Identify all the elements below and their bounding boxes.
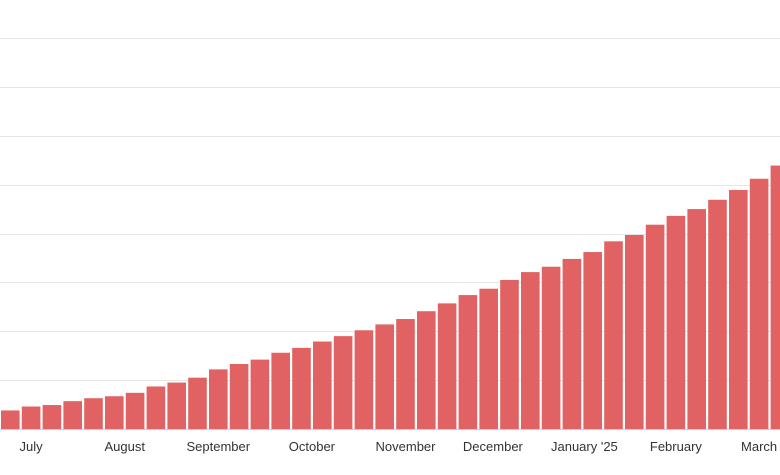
bar-35 — [708, 199, 727, 429]
bar-32 — [645, 224, 665, 429]
bar-5 — [84, 398, 103, 429]
x-tick-label-7: January '25 — [551, 439, 618, 454]
x-tick-label-4: October — [289, 439, 336, 454]
bar-26 — [521, 272, 540, 429]
bar-6 — [105, 396, 124, 429]
bar-37 — [749, 178, 769, 429]
bar-30 — [604, 241, 623, 429]
bar-14 — [271, 352, 290, 429]
bar-15 — [292, 347, 311, 429]
x-tick-label-5: November — [376, 439, 437, 454]
bar-24 — [479, 288, 498, 429]
bar-16 — [313, 341, 332, 429]
bar-34 — [687, 209, 706, 429]
bar-28 — [562, 258, 582, 429]
bar-25 — [500, 279, 519, 429]
x-tick-label-3: September — [187, 439, 251, 454]
bar-29 — [583, 252, 602, 429]
bar-8 — [146, 386, 166, 429]
bar-11 — [209, 369, 228, 429]
x-tick-label-6: December — [463, 439, 524, 454]
bar-13 — [250, 359, 270, 429]
bar-23 — [458, 295, 478, 429]
bar-22 — [437, 303, 457, 429]
bar-17 — [333, 336, 353, 429]
x-tick-label-8: February — [650, 439, 703, 454]
bar-7 — [125, 392, 145, 429]
bar-31 — [625, 234, 644, 429]
x-tick-label-2: August — [104, 439, 145, 454]
bar-19 — [375, 324, 394, 429]
bar-36 — [729, 190, 748, 429]
bar-12 — [229, 364, 249, 429]
bar-1 — [1, 410, 20, 429]
bars — [1, 165, 780, 429]
bar-18 — [354, 330, 374, 429]
bar-38 — [770, 165, 780, 429]
gridlines — [0, 38, 780, 381]
bar-21 — [417, 311, 436, 429]
x-tick-label-1: July — [20, 439, 44, 454]
bar-9 — [167, 382, 186, 429]
bar-2 — [21, 406, 41, 429]
x-axis-labels: July August September October November Decemb… — [20, 439, 778, 454]
bar-4 — [63, 401, 82, 429]
bar-10 — [188, 377, 207, 429]
bar-3 — [42, 405, 62, 429]
bar-27 — [541, 266, 561, 429]
x-tick-label-9: March — [741, 439, 777, 454]
bar-33 — [666, 215, 686, 429]
bar-20 — [396, 319, 415, 429]
